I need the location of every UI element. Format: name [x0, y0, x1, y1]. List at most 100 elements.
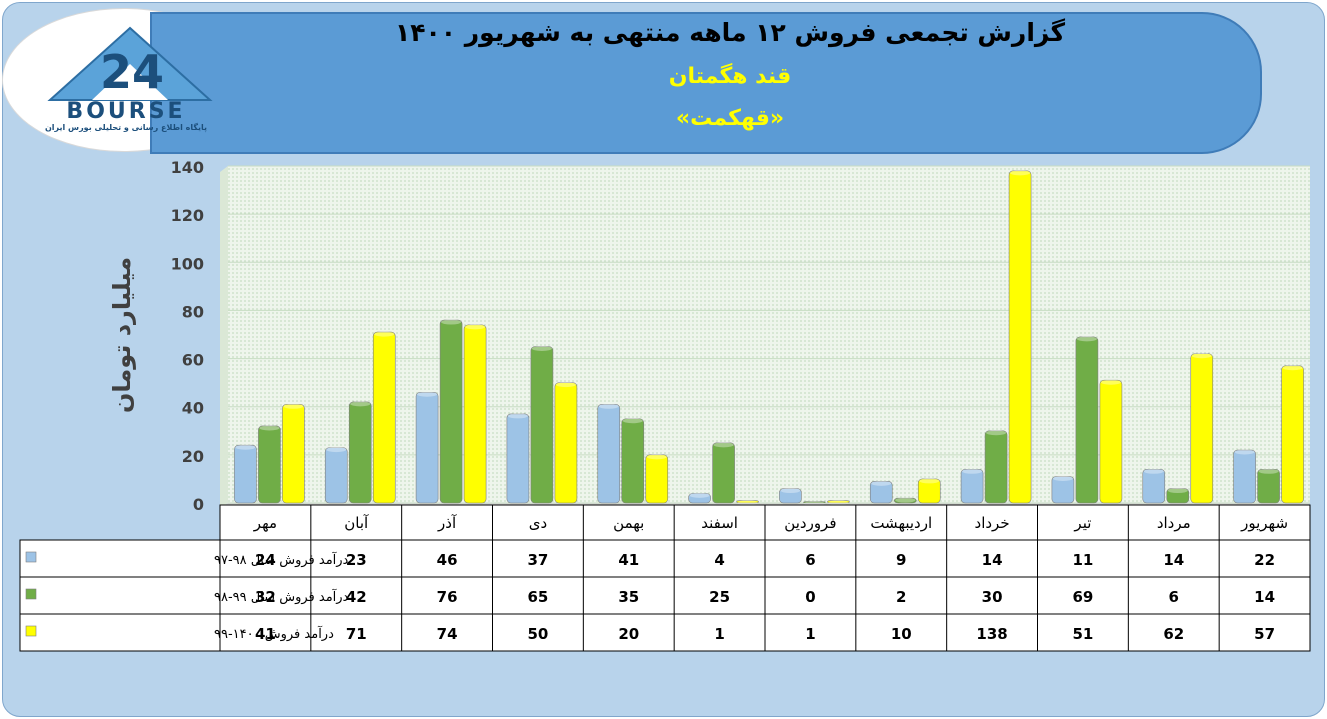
legend-swatch: [25, 551, 37, 563]
series-name: درآمد فروش سال ۹۸-۹۷: [214, 551, 349, 568]
bar-highlight: [465, 324, 486, 330]
data-label: 37: [527, 551, 548, 569]
bar-highlight: [259, 425, 280, 431]
category-label: آذر: [437, 514, 457, 532]
bar-body: [1281, 365, 1304, 504]
bar-highlight: [1076, 336, 1097, 342]
category-label: اسفند: [701, 514, 738, 532]
bar-body: [803, 501, 826, 504]
category-label: تیر: [1073, 514, 1091, 532]
bar-body: [1142, 468, 1166, 504]
bar: [645, 454, 669, 504]
bar: [917, 478, 941, 504]
data-label: 30: [982, 588, 1003, 606]
bar: [597, 403, 621, 504]
bar-body: [869, 481, 893, 504]
data-label: 6: [805, 551, 815, 569]
bar-body: [1257, 468, 1280, 504]
legend-swatch: [25, 625, 37, 637]
data-label: 65: [527, 588, 548, 606]
bars-group: [234, 170, 1304, 506]
bar: [984, 430, 1008, 504]
bar-highlight: [417, 391, 438, 397]
y-axis-label: میلیارد تومان: [108, 257, 136, 413]
bar-highlight: [1167, 488, 1188, 494]
data-label: 14: [1254, 588, 1275, 606]
bar-highlight: [1234, 449, 1255, 455]
bar-body: [1075, 336, 1099, 504]
data-label: 10: [891, 625, 912, 643]
data-label: 14: [1163, 551, 1184, 569]
bar: [779, 488, 802, 504]
bar: [1233, 449, 1256, 504]
y-tick-label: 40: [182, 399, 204, 418]
bar-body: [282, 404, 305, 504]
series-name: درآمد فروش سال ۹۹-۹۸: [214, 588, 349, 605]
data-label: 1: [805, 625, 815, 643]
bar: [1008, 170, 1032, 504]
bar-highlight: [531, 346, 552, 352]
bar: [869, 480, 893, 504]
bar: [530, 346, 554, 504]
bar-body: [463, 324, 487, 504]
data-label: 4: [714, 551, 724, 569]
data-label: 76: [437, 588, 458, 606]
legend-swatch: [25, 588, 37, 600]
category-label: شهریور: [1240, 514, 1288, 532]
table-row: [19, 613, 1311, 652]
bar-body: [1008, 170, 1032, 504]
category-label: دی: [529, 514, 547, 532]
data-label: 42: [346, 588, 367, 606]
data-label: 57: [1254, 625, 1275, 643]
bar-highlight: [374, 331, 395, 337]
data-label: 46: [437, 551, 458, 569]
plot-area: 0 20 40 60 80 100 120 140: [171, 158, 1310, 514]
bar: [1099, 379, 1123, 504]
bar: [736, 500, 759, 506]
y-tick-label: 20: [182, 447, 204, 466]
data-label: 9: [896, 551, 906, 569]
bar: [1051, 476, 1075, 504]
bar-body: [1051, 476, 1075, 504]
bar-body: [827, 500, 850, 504]
data-label: 1: [714, 625, 724, 643]
bar-highlight: [689, 492, 710, 498]
data-label: 35: [618, 588, 639, 606]
bar: [827, 500, 850, 506]
bar-highlight: [1282, 365, 1303, 371]
data-label: 32: [255, 588, 276, 606]
bar-body: [645, 454, 669, 504]
title-banner: [150, 12, 1262, 154]
bar: [1142, 468, 1166, 504]
data-label: 41: [255, 625, 276, 643]
bar-body: [1166, 488, 1190, 504]
y-tick-label: 80: [182, 302, 204, 321]
category-label: فروردین: [784, 514, 836, 532]
data-label: 20: [618, 625, 639, 643]
bar-body: [372, 331, 396, 504]
bar-highlight: [1191, 353, 1212, 359]
bar: [688, 492, 711, 504]
bar-highlight: [737, 500, 758, 506]
bar-body: [554, 382, 578, 504]
data-label: 6: [1169, 588, 1179, 606]
bar-body: [712, 442, 735, 504]
bar-highlight: [713, 442, 734, 448]
bar-body: [984, 430, 1008, 504]
bar: [554, 382, 578, 504]
bar-body: [960, 468, 984, 504]
bar-body: [1099, 379, 1123, 504]
bar-body: [1190, 353, 1214, 504]
category-label: مرداد: [1157, 514, 1191, 532]
y-tick-label: 120: [171, 206, 204, 225]
bar: [712, 442, 735, 504]
bar-body: [917, 478, 941, 504]
bar: [1281, 365, 1304, 504]
report-title: گزارش تجمعی فروش ۱۲ ماهه منتهی به شهریور…: [395, 18, 1065, 47]
y-tick-label: 0: [193, 495, 204, 514]
bar: [234, 444, 257, 504]
data-label: 24: [255, 551, 276, 569]
bar-highlight: [780, 488, 801, 494]
category-label: بهمن: [613, 514, 644, 532]
data-label: 74: [437, 625, 458, 643]
